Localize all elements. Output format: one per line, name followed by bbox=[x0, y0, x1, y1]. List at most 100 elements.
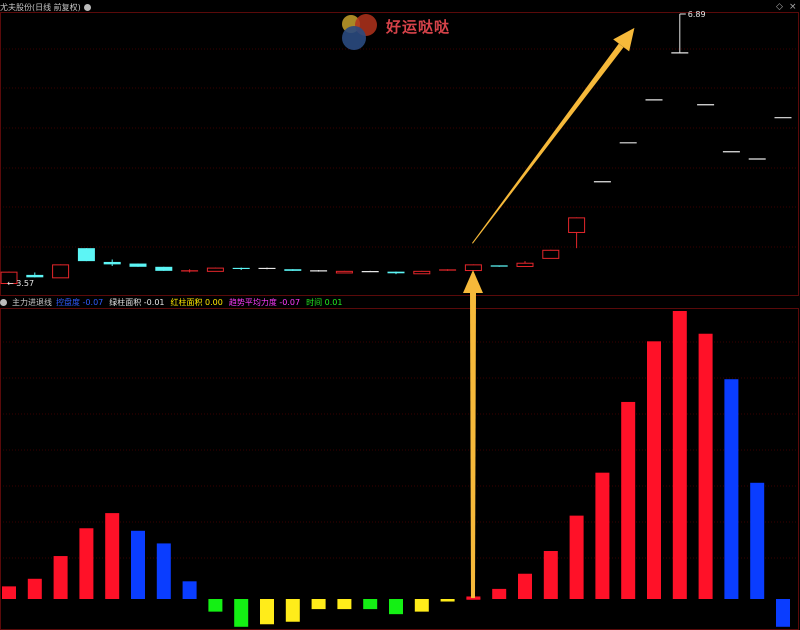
indicator-value-4: 时间 0.01 bbox=[306, 297, 342, 308]
indicator-bar bbox=[182, 581, 197, 599]
indicator-number: 0.00 bbox=[202, 297, 223, 307]
diagonal-arrow-shaft bbox=[472, 43, 624, 244]
candle bbox=[387, 271, 405, 275]
indicator-bar bbox=[311, 599, 326, 610]
indicator-number: -0.07 bbox=[80, 297, 104, 307]
indicator-bar bbox=[750, 482, 765, 599]
indicator-bar bbox=[647, 341, 661, 599]
watermark-text: 好运哒哒 bbox=[386, 18, 451, 36]
indicator-bar bbox=[698, 333, 713, 599]
candle-body bbox=[206, 267, 224, 272]
indicator-value-3: 趋势平均力度 -0.07 bbox=[229, 297, 300, 308]
watermark-logo: 好运哒哒 bbox=[338, 10, 468, 52]
price-chart-title: 尤夫股份(日线 前复权) bbox=[0, 1, 91, 13]
vertical-arrow-shaft bbox=[470, 290, 476, 598]
indicator-name: 主力进退线 bbox=[12, 297, 52, 307]
indicator-value-0: 控盘度 -0.07 bbox=[56, 297, 103, 308]
candle bbox=[490, 265, 508, 267]
candle bbox=[52, 264, 70, 279]
indicator-bar bbox=[440, 599, 455, 602]
candle bbox=[129, 263, 147, 267]
candle-body bbox=[155, 266, 173, 271]
indicator-values: 控盘度 -0.07 绿柱面积 -0.01 红柱面积 0.00 趋势平均力度 -0.07… bbox=[56, 297, 342, 308]
candle-body bbox=[52, 264, 70, 279]
chart-menu-icon[interactable] bbox=[83, 3, 91, 11]
indicator-bar bbox=[27, 578, 42, 599]
indicator-value-1: 绿柱面积 -0.01 bbox=[109, 297, 164, 308]
indicator-bar bbox=[724, 379, 739, 599]
candle-body bbox=[284, 269, 302, 271]
candle bbox=[284, 269, 302, 271]
candle-body bbox=[26, 274, 44, 278]
candle bbox=[361, 270, 379, 273]
candle-body bbox=[568, 217, 586, 233]
restore-icon[interactable]: ◇ bbox=[776, 2, 783, 12]
stock-title: 尤夫股份(日线 前复权) bbox=[0, 2, 81, 12]
candle bbox=[232, 267, 250, 271]
candle bbox=[671, 14, 689, 54]
indicator-bar bbox=[156, 543, 171, 599]
candle-body bbox=[77, 248, 95, 262]
candle bbox=[413, 270, 431, 275]
indicator-bar bbox=[414, 599, 429, 612]
indicator-number: -0.01 bbox=[141, 297, 165, 307]
indicator-header: 主力进退线 控盘度 -0.07 绿柱面积 -0.01 红柱面积 0.00 趋势平均力度… bbox=[0, 296, 342, 308]
indicator-bar bbox=[131, 530, 145, 599]
candle-body bbox=[542, 249, 560, 259]
candle-body bbox=[0, 271, 18, 284]
candle bbox=[464, 264, 482, 272]
candle bbox=[516, 261, 534, 267]
indicator-bar bbox=[672, 311, 687, 599]
indicator-bar bbox=[492, 588, 507, 599]
indicator-bar bbox=[53, 556, 68, 599]
indicator-bar bbox=[2, 586, 16, 599]
indicator-bar bbox=[543, 551, 558, 599]
indicator-bar bbox=[389, 599, 403, 615]
vertical-arrowhead-icon bbox=[463, 270, 483, 293]
price-panel-frame bbox=[0, 12, 799, 296]
candle-body bbox=[387, 271, 405, 274]
indicator-bar bbox=[208, 599, 223, 612]
indicator-menu-icon[interactable] bbox=[0, 298, 7, 306]
indicator-bar bbox=[234, 599, 249, 627]
indicator-number: 0.01 bbox=[322, 297, 343, 307]
indicator-bar bbox=[337, 599, 352, 610]
indicator-number: -0.07 bbox=[276, 297, 301, 307]
candle-body bbox=[413, 270, 431, 275]
indicator-bar bbox=[260, 599, 274, 625]
indicator-bar bbox=[363, 599, 378, 610]
indicator-label: 趋势平均力度 bbox=[228, 297, 277, 307]
indicator-value-2: 红柱面积 0.00 bbox=[171, 297, 223, 308]
indicator-bar bbox=[569, 515, 584, 599]
indicator-label: 控盘度 bbox=[56, 297, 80, 307]
candle bbox=[568, 217, 586, 249]
candle-body bbox=[516, 262, 534, 267]
candle bbox=[310, 270, 328, 272]
indicator-label: 时间 bbox=[306, 297, 323, 307]
candle bbox=[0, 271, 18, 284]
indicator-bar bbox=[518, 573, 532, 599]
candle-body bbox=[129, 263, 147, 267]
indicator-label: 绿柱面积 bbox=[109, 297, 142, 307]
candle-body bbox=[103, 261, 121, 265]
indicator-bar bbox=[285, 599, 300, 622]
candle bbox=[335, 270, 353, 274]
diagonal-arrowhead-icon bbox=[613, 27, 635, 52]
indicator-label: 红柱面积 bbox=[170, 297, 203, 307]
candle bbox=[181, 269, 199, 273]
close-icon[interactable]: × bbox=[789, 2, 797, 12]
indicator-bar bbox=[776, 599, 790, 627]
high-price-label: 6.89 bbox=[688, 10, 706, 19]
indicator-bar bbox=[79, 528, 94, 599]
candle bbox=[77, 248, 95, 262]
indicator-bar-series bbox=[2, 311, 790, 627]
candle bbox=[155, 266, 173, 271]
candle-body bbox=[464, 264, 482, 272]
candle bbox=[542, 249, 560, 259]
candle bbox=[26, 272, 44, 278]
low-price-label: ← 3.57 bbox=[7, 279, 34, 288]
candle bbox=[103, 259, 121, 266]
candle bbox=[439, 269, 457, 271]
indicator-bar bbox=[105, 513, 120, 599]
